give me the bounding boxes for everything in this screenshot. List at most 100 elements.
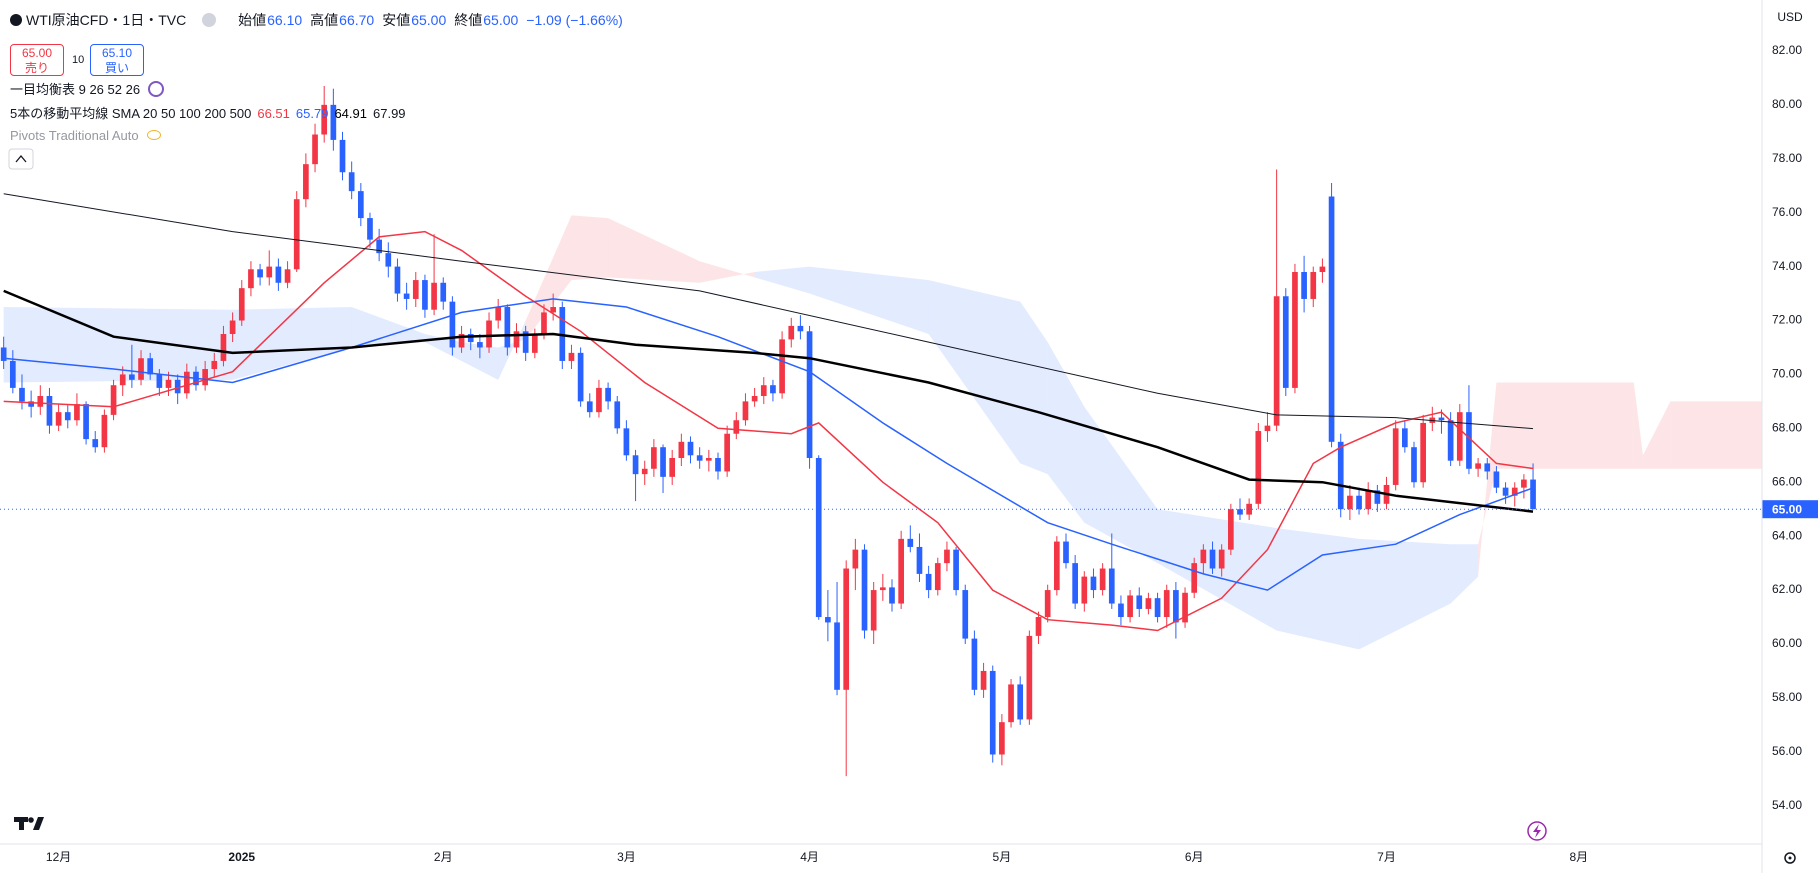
candle-body bbox=[64, 412, 71, 421]
refresh-icon[interactable] bbox=[148, 81, 165, 97]
candle-body bbox=[1310, 271, 1317, 299]
candle-body bbox=[1209, 549, 1216, 569]
candle-body bbox=[550, 307, 556, 313]
candle-body bbox=[376, 239, 382, 254]
candle-body bbox=[1035, 617, 1042, 636]
sell-price[interactable]: 65.00 bbox=[21, 46, 53, 60]
candle-body bbox=[1063, 541, 1069, 564]
alert-button[interactable] bbox=[1527, 821, 1547, 841]
candle-body bbox=[1374, 490, 1381, 504]
candle-body bbox=[1017, 684, 1024, 720]
alert-circle[interactable] bbox=[1527, 821, 1547, 841]
buy-label[interactable]: 買い bbox=[104, 61, 129, 75]
candle-body bbox=[83, 404, 89, 440]
candle-body bbox=[1118, 603, 1124, 618]
y-tick-label: 70.00 bbox=[1772, 367, 1802, 381]
y-tick-label: 82.00 bbox=[1772, 43, 1802, 57]
y-tick-label: 56.00 bbox=[1772, 744, 1802, 758]
cloud-segment bbox=[1084, 406, 1158, 564]
market-status bbox=[202, 13, 217, 27]
sell-label[interactable]: 売り bbox=[24, 61, 49, 75]
cloud-segment bbox=[351, 307, 425, 348]
candle-body bbox=[1328, 196, 1335, 442]
alert-bolt[interactable] bbox=[1533, 824, 1541, 838]
candle-body bbox=[696, 455, 703, 461]
cloud-segment bbox=[1359, 538, 1451, 650]
cloud-segment bbox=[1450, 544, 1479, 604]
candle-body bbox=[403, 293, 410, 299]
x-tick-label: 3月 bbox=[617, 850, 636, 864]
candle-body bbox=[1484, 463, 1491, 472]
logo-part bbox=[33, 817, 44, 830]
cloud-segment bbox=[525, 215, 572, 340]
candle-body bbox=[724, 433, 730, 472]
gear[interactable] bbox=[1784, 852, 1796, 864]
sell-button[interactable]: 65.00 売り bbox=[10, 44, 64, 76]
candle-body bbox=[1319, 266, 1326, 272]
candle-body bbox=[257, 269, 263, 278]
candle-body bbox=[367, 218, 373, 240]
hidden-icon[interactable] bbox=[146, 130, 161, 140]
candle-body bbox=[1365, 490, 1372, 510]
ma-value: 64.91 bbox=[334, 106, 367, 121]
candle-body bbox=[522, 331, 529, 353]
cloud-segment bbox=[232, 307, 352, 380]
candle-body bbox=[1447, 420, 1454, 461]
candle-body bbox=[1530, 479, 1536, 510]
candle-body bbox=[1438, 417, 1445, 421]
cloud-segment bbox=[754, 266, 810, 294]
candle-body bbox=[934, 563, 941, 591]
candle-body bbox=[138, 358, 144, 380]
collapse-button[interactable] bbox=[8, 148, 34, 170]
tv-logo bbox=[14, 817, 44, 830]
candle-body bbox=[1099, 568, 1106, 591]
candle-body bbox=[1053, 541, 1060, 591]
logo-part bbox=[19, 817, 24, 830]
x-tick-label: 8月 bbox=[1569, 850, 1588, 864]
candle-body bbox=[568, 352, 575, 361]
price-tag-label: 65.00 bbox=[1772, 502, 1802, 516]
cloud-segment bbox=[1642, 401, 1671, 469]
candle-body bbox=[1072, 563, 1078, 604]
candle-body bbox=[944, 549, 950, 564]
candle-body bbox=[879, 587, 886, 591]
candle-body bbox=[119, 374, 126, 386]
candle-body bbox=[980, 670, 987, 690]
candle-body bbox=[1246, 503, 1252, 515]
candle-body bbox=[1008, 684, 1014, 723]
cloud-segment bbox=[1276, 528, 1360, 650]
y-tick-label: 54.00 bbox=[1772, 798, 1802, 812]
candle-body bbox=[229, 320, 236, 334]
gear-center[interactable] bbox=[1788, 856, 1792, 860]
candle-body bbox=[303, 164, 309, 200]
candle-body bbox=[1191, 563, 1198, 593]
candle-body bbox=[651, 447, 657, 469]
symbol-icon bbox=[10, 14, 22, 26]
candle-body bbox=[486, 320, 492, 348]
candle-body bbox=[28, 401, 34, 407]
buy-button[interactable]: 65.10 買い bbox=[90, 44, 144, 76]
candle-body bbox=[74, 404, 80, 421]
candle-body bbox=[495, 307, 502, 321]
collapse-caret[interactable] bbox=[15, 154, 27, 163]
settings-button[interactable] bbox=[1784, 852, 1796, 864]
candle-body bbox=[101, 414, 108, 448]
candle-body bbox=[1282, 296, 1289, 388]
y-tick-label: 72.00 bbox=[1772, 313, 1802, 327]
candle-body bbox=[999, 722, 1005, 755]
candle-body bbox=[770, 385, 776, 394]
ma-row: 5本の移動平均線 SMA 20 50 100 200 500 66.51 65.79… bbox=[10, 103, 406, 122]
buy-price[interactable]: 65.10 bbox=[101, 46, 133, 60]
candle-body bbox=[284, 269, 291, 283]
candle-body bbox=[183, 371, 190, 394]
candle-body bbox=[1182, 592, 1188, 623]
x-tick-label: 12月 bbox=[46, 850, 71, 864]
candle-body bbox=[1081, 576, 1088, 604]
x-tick-label: 5月 bbox=[993, 850, 1012, 864]
y-tick-label: 62.00 bbox=[1772, 582, 1802, 596]
candle-body bbox=[1136, 595, 1143, 609]
candle-body bbox=[1163, 590, 1170, 618]
candle-body bbox=[449, 301, 456, 348]
candle-body bbox=[1273, 296, 1280, 426]
candle-body bbox=[1173, 590, 1179, 623]
